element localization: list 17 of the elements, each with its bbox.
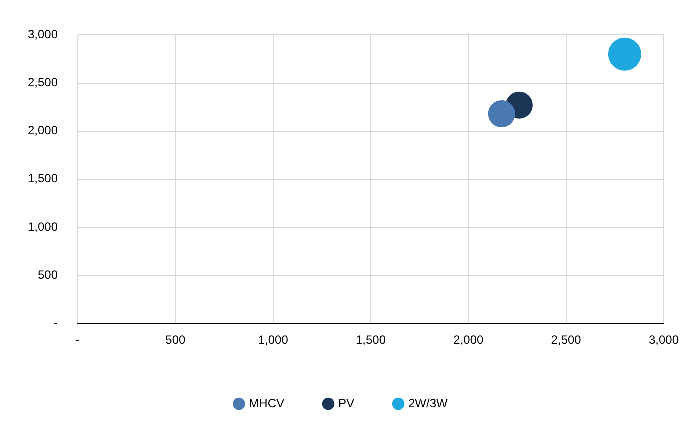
legend-label: PV bbox=[338, 396, 355, 410]
x-tick-label: 2,000 bbox=[454, 333, 484, 348]
legend-label: MHCV bbox=[249, 396, 285, 410]
x-tick-label: 500 bbox=[166, 333, 186, 348]
y-tick-label: 1,000 bbox=[28, 220, 58, 234]
y-tick-label: 500 bbox=[38, 268, 58, 282]
x-tick-label: 3,000 bbox=[648, 333, 680, 348]
legend-label: 2W/3W bbox=[408, 396, 449, 410]
x-tick-label: - bbox=[76, 333, 80, 348]
y-tick-label: - bbox=[54, 316, 58, 330]
y-tick-label: 1,500 bbox=[28, 172, 58, 186]
y-tick-label: 2,000 bbox=[28, 124, 58, 138]
y-tick-label: 2,500 bbox=[28, 76, 58, 90]
x-tick-label: 1,500 bbox=[356, 333, 386, 348]
y-tick-label: 3,000 bbox=[28, 28, 58, 42]
x-tick-label: 2,500 bbox=[551, 333, 582, 348]
x-tick-label: 1,000 bbox=[258, 333, 289, 348]
